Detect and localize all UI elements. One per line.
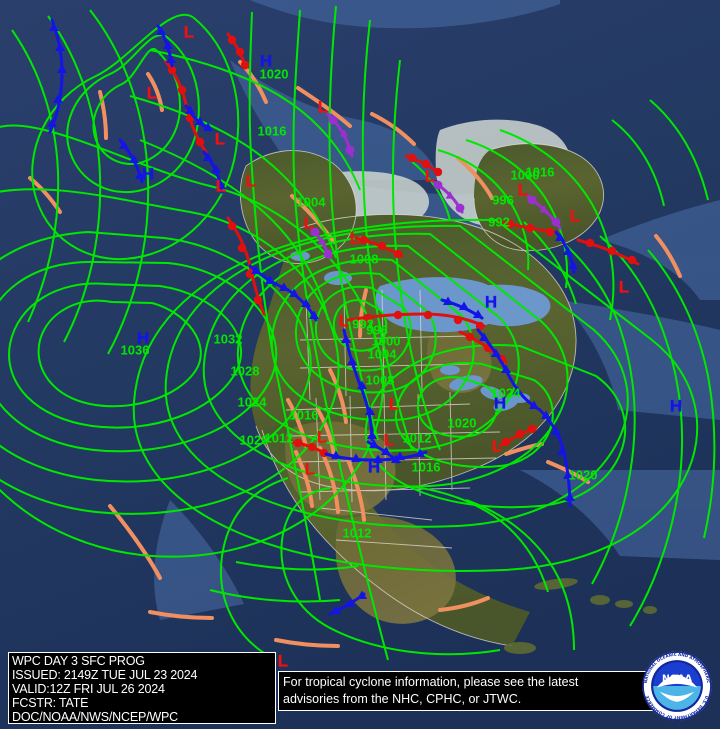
isobar-line (437, 149, 530, 271)
warm-front (404, 153, 443, 177)
warm-front (498, 424, 538, 448)
occluded-front (326, 112, 355, 158)
trough-line (98, 90, 108, 140)
cyclone-notice-line2: advisories from the NHC, CPHC, or JTWC. (283, 692, 522, 706)
trough-line (504, 442, 544, 456)
trough-line (654, 234, 682, 278)
cold-front (554, 230, 578, 274)
cold-front (47, 18, 67, 134)
isobar-line (599, 235, 683, 627)
isobar-line (647, 249, 716, 539)
warm-front (354, 235, 404, 259)
isobar-line (89, 9, 150, 355)
cold-front (286, 288, 319, 322)
cold-front (366, 439, 401, 464)
isobar-line (465, 499, 575, 651)
warm-front (346, 310, 486, 331)
isobar-line (248, 11, 321, 601)
cold-front (538, 408, 575, 508)
isobar-line (364, 344, 627, 509)
noaa-logo: NOAA NATIONAL OCEANIC AND ATMOSPHERIC U.… (642, 651, 712, 721)
trough-line (346, 458, 366, 522)
isobar-line (416, 376, 499, 438)
cold-front (324, 448, 428, 463)
isobar-line (235, 561, 359, 571)
tropical-cyclone-notice-box: For tropical cyclone information, please… (278, 671, 663, 711)
isobar-line (328, 5, 379, 441)
isobar-line (292, 9, 389, 661)
trough-line (456, 156, 494, 200)
product-info-box: WPC DAY 3 SFC PROG ISSUED: 2149Z TUE JUL… (8, 652, 276, 724)
isobar-line (391, 59, 441, 451)
warm-front (226, 32, 250, 70)
isobar-line (0, 230, 312, 483)
occluded-front (310, 226, 333, 260)
isobar-line (132, 218, 699, 572)
occluded-front (432, 180, 465, 214)
isobar-line (649, 99, 709, 201)
cold-front (248, 264, 290, 292)
noaa-logo-text: NOAA (662, 674, 693, 685)
isobar-line (559, 239, 636, 585)
isobar-line (407, 485, 549, 593)
isobar-line (0, 260, 278, 453)
isobar-line (332, 299, 388, 352)
isobar-line (202, 232, 569, 488)
product-issued: ISSUED: 2149Z TUE JUL 23 2024 (12, 668, 198, 682)
isobar-lines (0, 5, 716, 661)
isobar-line (236, 244, 520, 452)
trough-line (316, 408, 336, 458)
isobar-line (149, 49, 361, 191)
isobar-line (31, 13, 240, 261)
product-agency: DOC/NOAA/NWS/NCEP/WPC (12, 710, 178, 724)
isobar-line (611, 119, 665, 207)
isobar-line (499, 129, 615, 321)
isobar-line (92, 47, 182, 165)
occluded-front (526, 194, 562, 230)
isobar-line (209, 589, 341, 603)
product-title: WPC DAY 3 SFC PROG (12, 654, 145, 668)
cold-fronts (47, 18, 578, 616)
cold-front (341, 328, 377, 442)
trough-line (438, 596, 490, 612)
occluded-fronts (310, 112, 562, 260)
isobar-line (314, 285, 412, 372)
trough-line (108, 504, 162, 580)
isobar-line (66, 34, 200, 193)
trough-line (274, 638, 340, 648)
product-valid: VALID:12Z FRI JUL 26 2024 (12, 682, 165, 696)
isobar-line (47, 15, 102, 343)
isobar-line (280, 487, 501, 656)
cold-front (440, 296, 484, 320)
isobar-line (220, 477, 289, 661)
isobar-line (270, 258, 475, 422)
isobar-line (129, 95, 337, 259)
warm-front (498, 219, 558, 237)
warm-front (576, 238, 640, 266)
cold-front (202, 150, 226, 194)
trough-line (328, 368, 348, 424)
isobar-line (8, 282, 243, 429)
trough-line (148, 610, 214, 620)
cold-front (476, 328, 542, 412)
cold-front (184, 104, 213, 132)
product-forecaster: FCSTR: TATE (12, 696, 89, 710)
cold-front (118, 138, 145, 184)
trough-line (286, 398, 308, 448)
isobar-line (394, 362, 554, 468)
trough-line (296, 86, 352, 128)
isobar-line (37, 299, 202, 408)
cold-front (156, 24, 176, 68)
trough-line (146, 72, 164, 112)
trough-line (358, 288, 368, 338)
isobar-line (465, 139, 568, 289)
isobar-line (11, 29, 60, 323)
isobar-line (0, 188, 340, 515)
warm-front (290, 438, 329, 458)
cold-front (328, 590, 367, 616)
cyclone-notice-line1: For tropical cyclone information, please… (283, 675, 579, 689)
